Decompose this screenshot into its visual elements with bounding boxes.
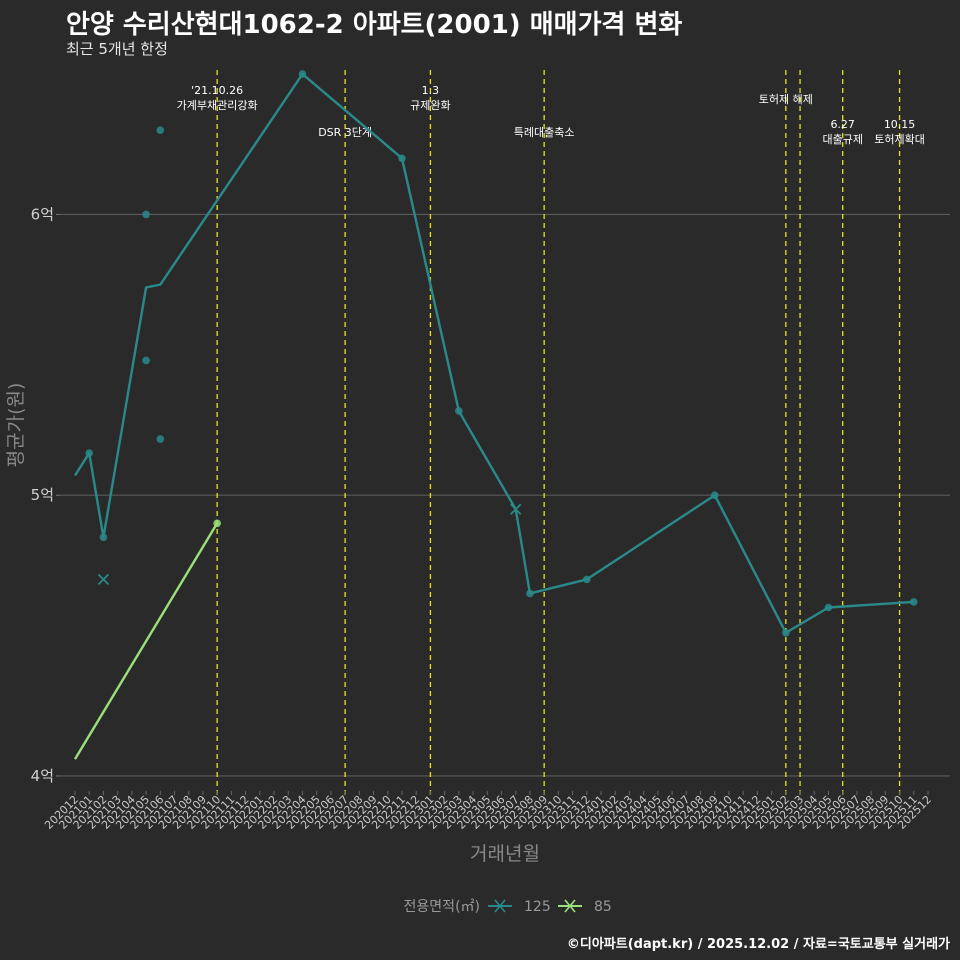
data-point-125 <box>583 575 591 584</box>
event-label: 규제완화 <box>410 99 450 112</box>
source-caption: ©디아파트(dapt.kr) / 2025.12.02 / 자료=국토교통부 실… <box>566 937 950 952</box>
legend-key-cross <box>494 899 506 913</box>
chart-subtitle: 최근 5개년 한정 <box>66 40 168 58</box>
y-tick-label: 4억 <box>31 767 54 785</box>
data-point-125 <box>156 126 165 134</box>
event-label: DSR 3단계 <box>318 126 372 139</box>
cancelled-marker-125 <box>510 503 522 515</box>
data-point-125 <box>455 407 463 415</box>
data-point-125 <box>710 491 719 499</box>
legend: 전용면적(㎡) 125 85 <box>404 899 612 915</box>
event-label: 특례대출축소 <box>514 126 575 139</box>
event-label: 1.3 <box>422 84 440 97</box>
data-point-125 <box>99 533 108 542</box>
y-tick-label: 5억 <box>31 486 54 504</box>
series-layer <box>73 70 918 760</box>
data-point-85 <box>213 519 221 528</box>
legend-key-cross <box>564 899 576 913</box>
data-point-125 <box>782 628 790 637</box>
chart-title: 안양 수리산현대1062-2 아파트(2001) 매매가격 변화 <box>66 10 683 40</box>
y-axis-title: 평균가(원) <box>5 383 27 468</box>
grid-layer <box>60 213 950 777</box>
cancelled-stroke <box>510 503 522 515</box>
y-tick-label: 6억 <box>31 205 54 223</box>
data-point-125 <box>909 598 918 606</box>
data-point-125 <box>398 154 406 163</box>
data-point-125 <box>142 356 150 365</box>
data-point-125 <box>824 603 833 612</box>
event-label: 대출규제 <box>822 133 862 146</box>
series-line-85 <box>73 522 219 760</box>
cancelled-stroke <box>97 573 110 586</box>
cancelled-marker-125 <box>97 573 110 586</box>
data-point-125 <box>156 435 165 443</box>
legend-label: 125 <box>524 899 551 915</box>
data-point-125 <box>142 210 150 219</box>
data-point-125 <box>298 70 307 78</box>
event-label: 토허제 해제 <box>759 92 813 106</box>
legend-label: 85 <box>594 899 612 915</box>
data-point-125 <box>85 449 94 457</box>
data-point-125 <box>526 589 534 598</box>
legend-item-125: 125 <box>488 899 551 915</box>
x-axis-title: 거래년월 <box>470 843 540 865</box>
legend-title: 전용면적(㎡) <box>404 899 480 915</box>
legend-item-85: 85 <box>558 899 612 915</box>
event-label: 가계부채관리강화 <box>177 99 258 112</box>
event-label: 6.27 <box>830 118 855 131</box>
axis-layer: 4억5억6억2020122021012021022021032021042021… <box>5 205 934 865</box>
event-label: 10.15 <box>884 118 916 131</box>
event-label: '21.10.26 <box>191 84 243 97</box>
event-label: 토허제확대 <box>874 133 925 146</box>
